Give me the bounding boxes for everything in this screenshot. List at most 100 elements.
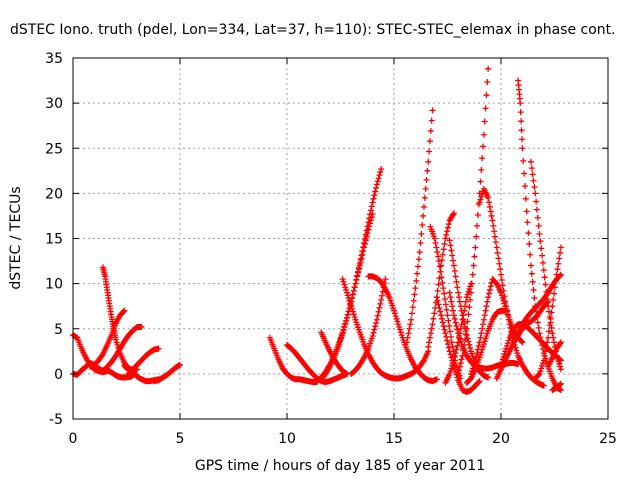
- data-point: [408, 310, 415, 317]
- data-point: [462, 336, 469, 343]
- data-point: [540, 267, 547, 274]
- data-point: [465, 311, 472, 318]
- data-point: [500, 287, 507, 294]
- data-point: [430, 315, 437, 322]
- data-point: [431, 310, 438, 317]
- data-point: [533, 314, 540, 321]
- data-point: [414, 263, 421, 270]
- data-point: [477, 178, 484, 185]
- data-point: [447, 368, 454, 375]
- data-point: [533, 206, 540, 213]
- data-point: [367, 220, 374, 227]
- data-point: [344, 292, 351, 299]
- data-point: [434, 249, 441, 256]
- data-point: [519, 145, 526, 152]
- data-point: [445, 344, 452, 351]
- data-point: [544, 339, 551, 346]
- data-point: [373, 184, 380, 191]
- data-point: [513, 347, 520, 354]
- data-point: [529, 278, 536, 285]
- data-point: [523, 208, 530, 215]
- data-point: [469, 365, 476, 372]
- data-point: [361, 244, 368, 251]
- data-point: [418, 230, 425, 237]
- data-point: [434, 297, 441, 304]
- data-point: [504, 312, 511, 319]
- data-point: [529, 171, 536, 178]
- data-point: [440, 323, 447, 330]
- data-point: [444, 337, 451, 344]
- data-point: [344, 311, 351, 318]
- series-track: [515, 77, 564, 394]
- data-point: [467, 345, 474, 352]
- data-point: [455, 289, 462, 296]
- data-point: [557, 244, 564, 251]
- data-point: [554, 355, 561, 362]
- data-point: [440, 246, 447, 253]
- data-point: [466, 341, 473, 348]
- data-point: [474, 350, 481, 357]
- data-point: [542, 281, 549, 288]
- data-point: [447, 294, 454, 301]
- data-point: [440, 285, 447, 292]
- data-point: [517, 109, 524, 116]
- data-point: [518, 127, 525, 134]
- data-point: [443, 306, 450, 313]
- data-point: [542, 348, 549, 355]
- data-point: [453, 278, 460, 285]
- data-point: [535, 324, 542, 331]
- data-point: [396, 323, 403, 330]
- data-point: [177, 361, 183, 368]
- data-point: [554, 266, 561, 273]
- data-point: [112, 336, 119, 343]
- data-point: [468, 280, 475, 287]
- data-point: [435, 301, 442, 308]
- data-point: [368, 203, 375, 210]
- data-point: [557, 339, 564, 346]
- data-point: [506, 321, 513, 328]
- data-point: [338, 332, 345, 339]
- data-point: [446, 348, 453, 355]
- data-point: [464, 291, 471, 298]
- data-point: [368, 214, 375, 221]
- data-point: [426, 138, 433, 145]
- data-point: [429, 321, 436, 328]
- data-point: [465, 338, 472, 345]
- data-point: [480, 316, 487, 323]
- data-point: [484, 79, 491, 86]
- data-point: [541, 274, 548, 281]
- data-point: [461, 341, 468, 348]
- data-point: [517, 100, 524, 107]
- data-point: [540, 382, 547, 389]
- data-point: [339, 330, 346, 337]
- data-point: [394, 318, 401, 325]
- data-point: [391, 307, 397, 314]
- data-point: [455, 330, 462, 337]
- data-point: [491, 228, 498, 235]
- data-point: [557, 249, 564, 256]
- data-point: [340, 278, 347, 285]
- data-point: [451, 267, 458, 274]
- data-point: [470, 362, 477, 369]
- series-track: [104, 323, 145, 370]
- data-point: [457, 338, 464, 345]
- data-point: [456, 294, 463, 301]
- data-point: [468, 289, 475, 296]
- data-point: [355, 266, 362, 273]
- data-point: [531, 184, 538, 191]
- data-point: [452, 350, 459, 357]
- data-point: [346, 297, 353, 304]
- data-point: [487, 208, 494, 215]
- data-point: [450, 257, 457, 264]
- data-point: [471, 360, 478, 367]
- series-track: [266, 334, 320, 385]
- data-point: [357, 258, 364, 265]
- data-point: [482, 335, 489, 342]
- x-tick-label: 10: [278, 431, 296, 447]
- data-point: [412, 285, 419, 292]
- data-point: [453, 323, 460, 330]
- data-point: [360, 248, 367, 255]
- series-track: [545, 339, 564, 370]
- data-point: [538, 365, 545, 372]
- data-point: [528, 270, 535, 277]
